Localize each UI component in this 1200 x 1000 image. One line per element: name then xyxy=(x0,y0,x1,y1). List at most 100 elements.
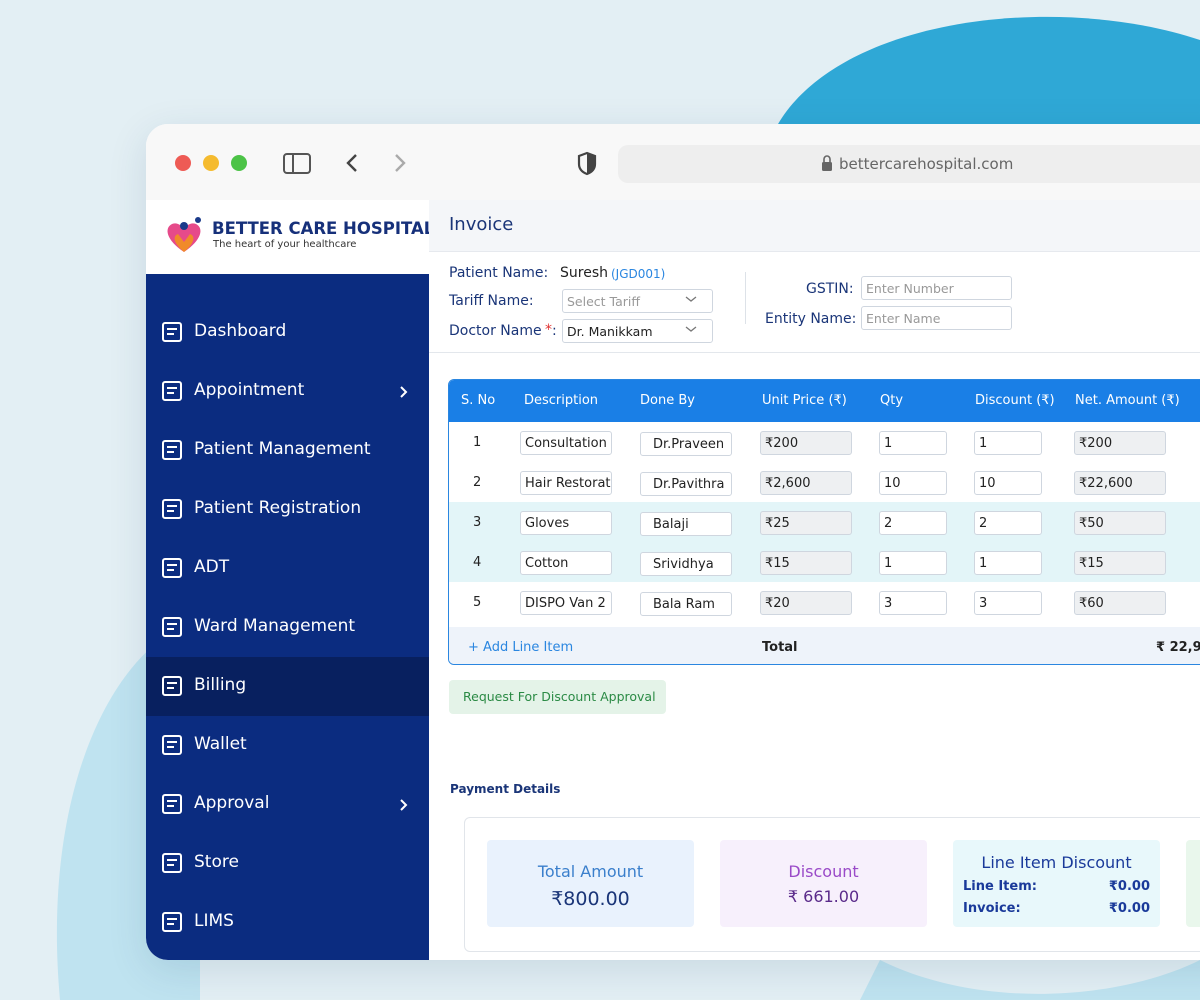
cell-input[interactable]: Dr.Pavithra xyxy=(640,472,732,496)
payment-title: Payment Details xyxy=(450,782,561,796)
cell-input: ₹15 xyxy=(1074,551,1166,575)
required-mark: * xyxy=(545,322,552,338)
brand-tagline: The heart of your healthcare xyxy=(213,239,357,250)
menu-icon xyxy=(162,499,182,519)
total-card: Total Amount ₹800.00 xyxy=(487,840,694,927)
cell-input[interactable]: 2 xyxy=(974,511,1042,535)
doctor-select[interactable]: Dr. Manikkam xyxy=(562,319,713,343)
menu-icon xyxy=(162,794,182,814)
menu-label: LIMS xyxy=(194,911,234,931)
cell-input[interactable]: 1 xyxy=(974,431,1042,455)
form-divider xyxy=(745,272,746,324)
cell-input[interactable]: 1 xyxy=(879,551,947,575)
menu-item[interactable]: LIMS xyxy=(146,893,429,952)
cell-input: ₹200 xyxy=(1074,431,1166,455)
cell-input[interactable]: 2 xyxy=(879,511,947,535)
table-row: 3 Gloves Balaji ₹25 2 2 ₹50 xyxy=(449,502,1200,542)
menu-item[interactable]: ADT xyxy=(146,539,429,598)
logo-icon xyxy=(167,217,201,252)
menu-icon xyxy=(162,440,182,460)
discount-label: Discount xyxy=(788,862,859,881)
table-row: 1 Consultation Dr.Praveen ₹200 1 1 ₹200 xyxy=(449,422,1200,462)
menu-label: Wallet xyxy=(194,734,247,754)
menu-label: Store xyxy=(194,852,239,872)
column-header: Description xyxy=(524,393,599,408)
url: bettercarehospital.com xyxy=(839,155,1014,173)
cell-input[interactable]: Balaji xyxy=(640,512,732,536)
cell-input[interactable]: 10 xyxy=(879,471,947,495)
cell-input: ₹20 xyxy=(760,591,852,615)
menu-icon xyxy=(162,676,182,696)
doctor-label: Doctor Name xyxy=(449,323,542,339)
menu-item[interactable]: Patient Registration xyxy=(146,480,429,539)
table-row: 5 DISPO Van 2 Bala Ram ₹20 3 3 ₹60 xyxy=(449,582,1200,622)
patient-label: Patient Name: xyxy=(449,265,549,281)
menu-item[interactable]: Ward Management xyxy=(146,598,429,657)
column-header: Done By xyxy=(640,393,695,408)
menu-item[interactable]: Patient Management xyxy=(146,421,429,480)
tariff-label: Tariff Name: xyxy=(449,293,534,309)
add-line-item[interactable]: + Add Line Item xyxy=(468,640,574,655)
row-number: 5 xyxy=(473,595,482,610)
menu-label: Patient Management xyxy=(194,439,371,459)
menu-item[interactable]: Approval xyxy=(146,775,429,834)
cell-input[interactable]: Dr.Praveen xyxy=(640,432,732,456)
tariff-select[interactable]: Select Tariff xyxy=(562,289,713,313)
entity-input[interactable]: Enter Name xyxy=(861,306,1012,330)
menu-label: Patient Registration xyxy=(194,498,362,518)
column-header: Net. Amount (₹) xyxy=(1075,393,1180,408)
menu-icon xyxy=(162,558,182,578)
menu-item[interactable]: Billing xyxy=(146,657,429,716)
total-value: ₹ 22,92 xyxy=(1156,640,1200,655)
menu-item[interactable]: Wallet xyxy=(146,716,429,775)
cell-input[interactable]: DISPO Van 2 xyxy=(520,591,612,615)
cell-input[interactable]: 1 xyxy=(974,551,1042,575)
table-row: 2 Hair Restorati Dr.Pavithra ₹2,600 10 10 ₹22,… xyxy=(449,462,1200,502)
gstin-input[interactable]: Enter Number xyxy=(861,276,1012,300)
page-title: Invoice xyxy=(449,214,514,235)
cell-input[interactable]: Gloves xyxy=(520,511,612,535)
discount-approval-button[interactable]: Request For Discount Approval xyxy=(449,680,666,714)
menu-item[interactable]: Dashboard xyxy=(146,303,429,362)
menu-label: Ward Management xyxy=(194,616,356,636)
menu-icon xyxy=(162,853,182,873)
row-number: 2 xyxy=(473,475,482,490)
cell-input[interactable]: Cotton xyxy=(520,551,612,575)
column-header: S. No xyxy=(461,393,496,408)
invoice-table: S. No Description Done By Unit Price (₹) Qty… xyxy=(448,379,1200,665)
submenu-chevron xyxy=(400,386,408,398)
menu-item[interactable]: Appointment xyxy=(146,362,429,421)
discount-approval-text: Request For Discount Approval xyxy=(463,689,656,704)
cell-input: ₹60 xyxy=(1074,591,1166,615)
invoice-value: ₹0.00 xyxy=(1108,901,1150,916)
menu-label: Appointment xyxy=(194,380,305,400)
sidebar: Dashboard Appointment Patient Management Pa… xyxy=(146,274,429,960)
menu-icon xyxy=(162,617,182,637)
line-discount-title: Line Item Discount xyxy=(981,853,1132,872)
cell-input[interactable]: 3 xyxy=(879,591,947,615)
cell-input: ₹22,600 xyxy=(1074,471,1166,495)
payment-panel: Total Amount ₹800.00 Discount ₹ 661.00 L… xyxy=(464,817,1200,952)
brand-name: BETTER CARE HOSPITAL xyxy=(212,219,435,238)
line-discount-card: Line Item Discount Line Item: ₹0.00 Invo… xyxy=(953,840,1160,927)
submenu-chevron xyxy=(400,799,408,811)
cell-input[interactable]: Srividhya xyxy=(640,552,732,576)
total-value: ₹800.00 xyxy=(551,888,630,910)
patient-name: Suresh xyxy=(560,265,608,281)
cell-input[interactable]: 3 xyxy=(974,591,1042,615)
cell-input: ₹2,600 xyxy=(760,471,852,495)
cell-input[interactable]: Hair Restorati xyxy=(520,471,612,495)
menu-label: Billing xyxy=(194,675,247,695)
cell-input[interactable]: 10 xyxy=(974,471,1042,495)
column-header: Discount (₹) xyxy=(975,393,1055,408)
menu-label: Approval xyxy=(194,793,270,813)
browser-window: bettercarehospital.com BETTER CARE HOSPI… xyxy=(146,124,1200,960)
extra-card xyxy=(1186,840,1200,927)
table-header: S. No Description Done By Unit Price (₹) Qty… xyxy=(449,380,1200,422)
menu-label: Dashboard xyxy=(194,321,287,341)
menu-item[interactable]: Store xyxy=(146,834,429,893)
cell-input[interactable]: 1 xyxy=(879,431,947,455)
cell-input[interactable]: Consultation xyxy=(520,431,612,455)
cell-input[interactable]: Bala Ram xyxy=(640,592,732,616)
row-number: 3 xyxy=(473,515,482,530)
